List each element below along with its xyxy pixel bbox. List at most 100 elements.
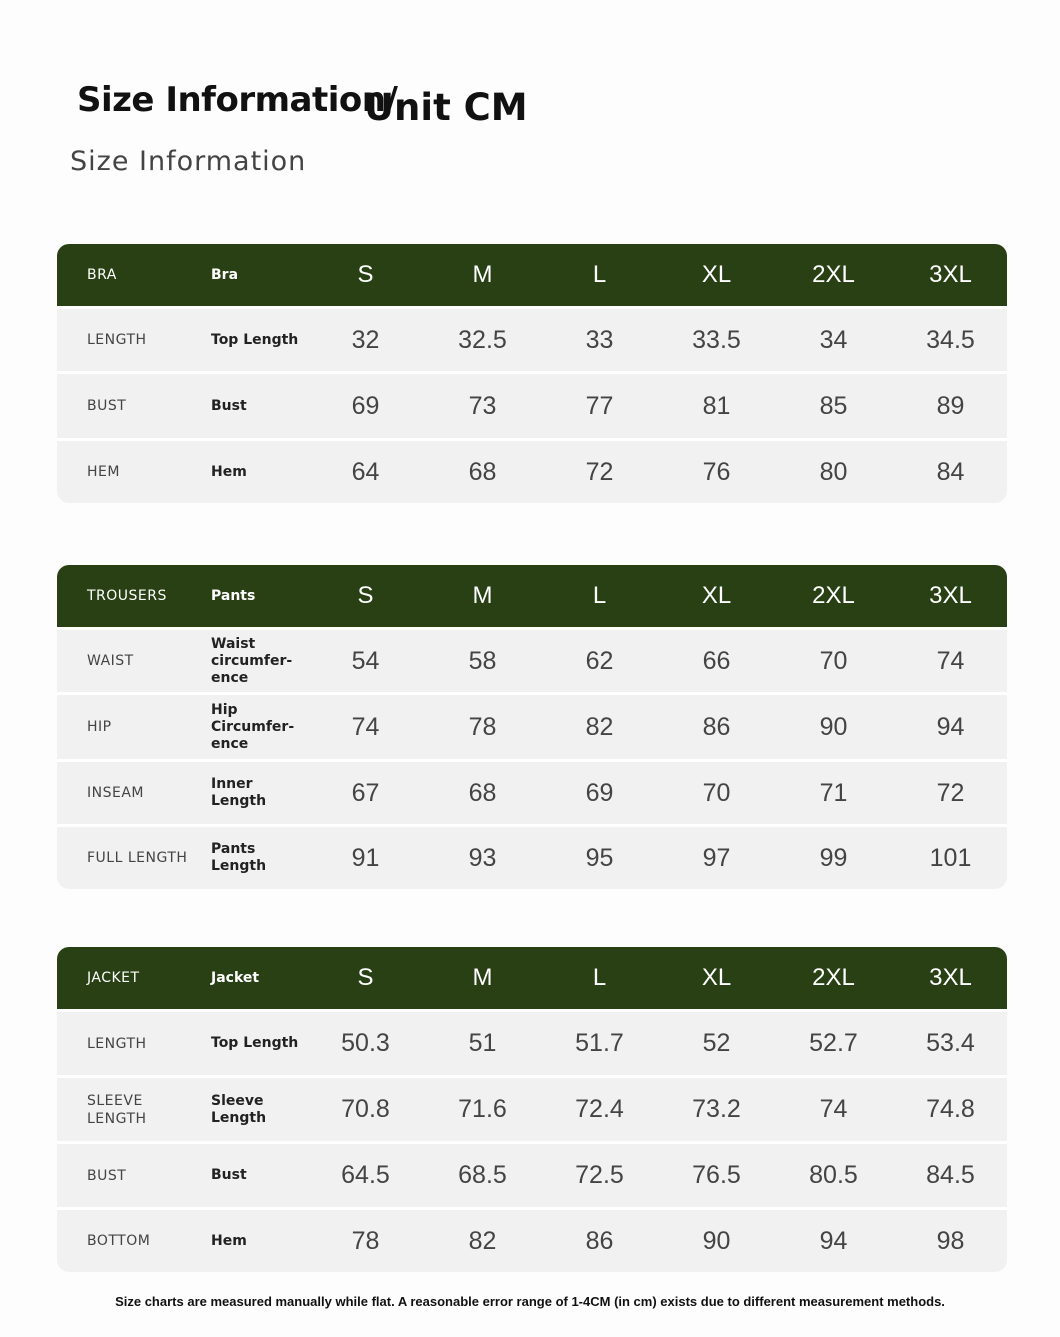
cell-value: XL — [701, 582, 732, 609]
table-row: BOTTOM Hem 78 82 86 90 94 98 — [57, 1210, 1007, 1272]
label-en: BRA — [87, 267, 117, 283]
table-header: JACKET Jacket S M L XL 2XL 3XL — [57, 947, 1007, 1009]
cell-value: 81 — [702, 391, 731, 420]
label-local: Hip Circumfer- ence — [211, 701, 295, 752]
cell-value: 70 — [702, 778, 731, 807]
cell-value: L — [592, 261, 607, 288]
cell-value: 50.3 — [341, 1029, 390, 1057]
table-row: WAIST Waist circumfer- ence 54 58 62 66 70 74 — [57, 630, 1007, 692]
cell-value: 62 — [585, 646, 614, 675]
cell-value: 93 — [468, 843, 497, 872]
cell-value: 85 — [819, 391, 848, 420]
size-table: BRA Bra S M L XL 2XL 3XL LENGTH Top Length 32 32.5 3… — [57, 244, 1007, 503]
cell-value: 84 — [936, 457, 965, 486]
cell-value: 98 — [936, 1226, 965, 1255]
cell-value: M — [472, 582, 493, 609]
label-en: LENGTH — [87, 1035, 147, 1052]
cell-value: 70 — [819, 646, 848, 675]
label-local: Bust — [211, 397, 247, 414]
cell-value: 95 — [585, 843, 614, 872]
cell-value: 51.7 — [575, 1029, 624, 1057]
footer-note: Size charts are measured manually while … — [115, 1294, 945, 1309]
cell-value: 71.6 — [458, 1095, 507, 1123]
label-en: JACKET — [87, 970, 140, 986]
cell-value: 69 — [585, 778, 614, 807]
label-en: LENGTH — [87, 332, 147, 348]
cell-value: 86 — [702, 712, 731, 741]
cell-value: 78 — [351, 1226, 380, 1255]
cell-value: 64.5 — [341, 1161, 390, 1189]
cell-value: 52.7 — [809, 1029, 858, 1057]
cell-value: 32.5 — [458, 325, 507, 354]
cell-value: 73 — [468, 391, 497, 420]
cell-value: 34 — [819, 325, 848, 354]
cell-value: 74 — [819, 1095, 848, 1123]
cell-value: 73.2 — [692, 1095, 741, 1123]
cell-value: 72 — [585, 457, 614, 486]
table-row: LENGTH Top Length 32 32.5 33 33.5 34 34.5 — [57, 309, 1007, 371]
cell-value: 72.5 — [575, 1161, 624, 1189]
label-en: SLEEVE LENGTH — [87, 1092, 147, 1127]
table-row: BUST Bust 69 73 77 81 85 89 — [57, 374, 1007, 438]
table-row: SLEEVE LENGTH Sleeve Length 70.8 71.6 72.4 73… — [57, 1078, 1007, 1141]
cell-value: 78 — [468, 712, 497, 741]
cell-value: 64 — [351, 457, 380, 486]
cell-value: 94 — [936, 712, 965, 741]
label-local: Hem — [211, 463, 247, 480]
cell-value: XL — [701, 964, 732, 991]
cell-value: L — [592, 964, 607, 991]
cell-value: 91 — [351, 843, 380, 872]
cell-value: 53.4 — [926, 1029, 975, 1057]
label-en: BUST — [87, 1167, 127, 1184]
cell-value: 74.8 — [926, 1095, 975, 1123]
cell-value: 68 — [468, 778, 497, 807]
cell-value: 68 — [468, 457, 497, 486]
size-table: TROUSERS Pants S M L XL 2XL 3XL WAIST Waist circu… — [57, 565, 1007, 889]
title-unit: Unit CM — [364, 86, 528, 129]
cell-value: 80 — [819, 457, 848, 486]
cell-value: S — [357, 261, 374, 288]
table-row: LENGTH Top Length 50.3 51 51.7 52 52.7 53.4 — [57, 1012, 1007, 1075]
cell-value: 68.5 — [458, 1161, 507, 1189]
cell-value: 52 — [702, 1029, 731, 1057]
cell-value: M — [472, 261, 493, 288]
cell-value: 101 — [929, 843, 972, 872]
label-local: Bra — [211, 266, 239, 283]
label-en: TROUSERS — [87, 588, 167, 604]
cell-value: 90 — [819, 712, 848, 741]
cell-value: XL — [701, 261, 732, 288]
table-row: INSEAM Inner Length 67 68 69 70 71 72 — [57, 762, 1007, 824]
cell-value: 2XL — [812, 964, 855, 991]
cell-value: M — [472, 964, 493, 991]
label-local: Sleeve Length — [211, 1092, 267, 1126]
cell-value: 66 — [702, 646, 731, 675]
label-en: INSEAM — [87, 785, 144, 801]
cell-value: 3XL — [929, 261, 972, 288]
label-en: HIP — [87, 719, 112, 735]
cell-value: 2XL — [812, 261, 855, 288]
cell-value: 72 — [936, 778, 965, 807]
label-en: HEM — [87, 464, 120, 480]
cell-value: 84.5 — [926, 1161, 975, 1189]
cell-value: 58 — [468, 646, 497, 675]
cell-value: 77 — [585, 391, 614, 420]
cell-value: L — [592, 582, 607, 609]
title: Size Information/ — [77, 80, 398, 120]
table-header: TROUSERS Pants S M L XL 2XL 3XL — [57, 565, 1007, 627]
cell-value: 97 — [702, 843, 731, 872]
cell-value: 51 — [468, 1029, 497, 1057]
cell-value: 54 — [351, 646, 380, 675]
cell-value: 80.5 — [809, 1161, 858, 1189]
label-local: Waist circumfer- ence — [211, 635, 293, 686]
table-row: HIP Hip Circumfer- ence 74 78 82 86 90 94 — [57, 695, 1007, 759]
cell-value: 33.5 — [692, 325, 741, 354]
size-table: JACKET Jacket S M L XL 2XL 3XL LENGTH Top Length 5… — [57, 947, 1007, 1272]
cell-value: 90 — [702, 1226, 731, 1255]
cell-value: S — [357, 582, 374, 609]
cell-value: 71 — [819, 778, 848, 807]
label-local: Hem — [211, 1232, 247, 1249]
table-row: BUST Bust 64.5 68.5 72.5 76.5 80.5 84.5 — [57, 1144, 1007, 1207]
cell-value: 70.8 — [341, 1095, 390, 1123]
cell-value: 94 — [819, 1226, 848, 1255]
